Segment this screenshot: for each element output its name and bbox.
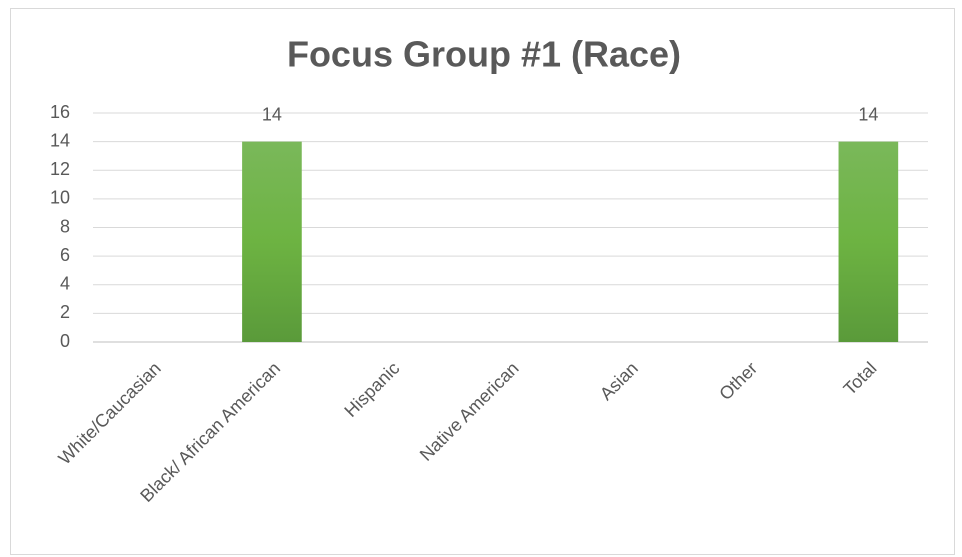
y-tick-label: 0 [60, 331, 70, 351]
y-tick-label: 6 [60, 245, 70, 265]
y-tick-label: 2 [60, 302, 70, 322]
y-tick-label: 12 [50, 159, 70, 179]
chart-title: Focus Group #1 (Race) [287, 34, 681, 75]
y-tick-label: 8 [60, 216, 70, 236]
chart-frame [10, 8, 955, 555]
y-tick-label: 4 [60, 274, 70, 294]
data-label: 14 [858, 104, 878, 124]
y-tick-label: 16 [50, 102, 70, 122]
bar [242, 141, 302, 342]
y-tick-label: 10 [50, 188, 70, 208]
bar [838, 141, 899, 342]
y-tick-label: 14 [50, 130, 70, 150]
data-label: 14 [262, 104, 282, 124]
